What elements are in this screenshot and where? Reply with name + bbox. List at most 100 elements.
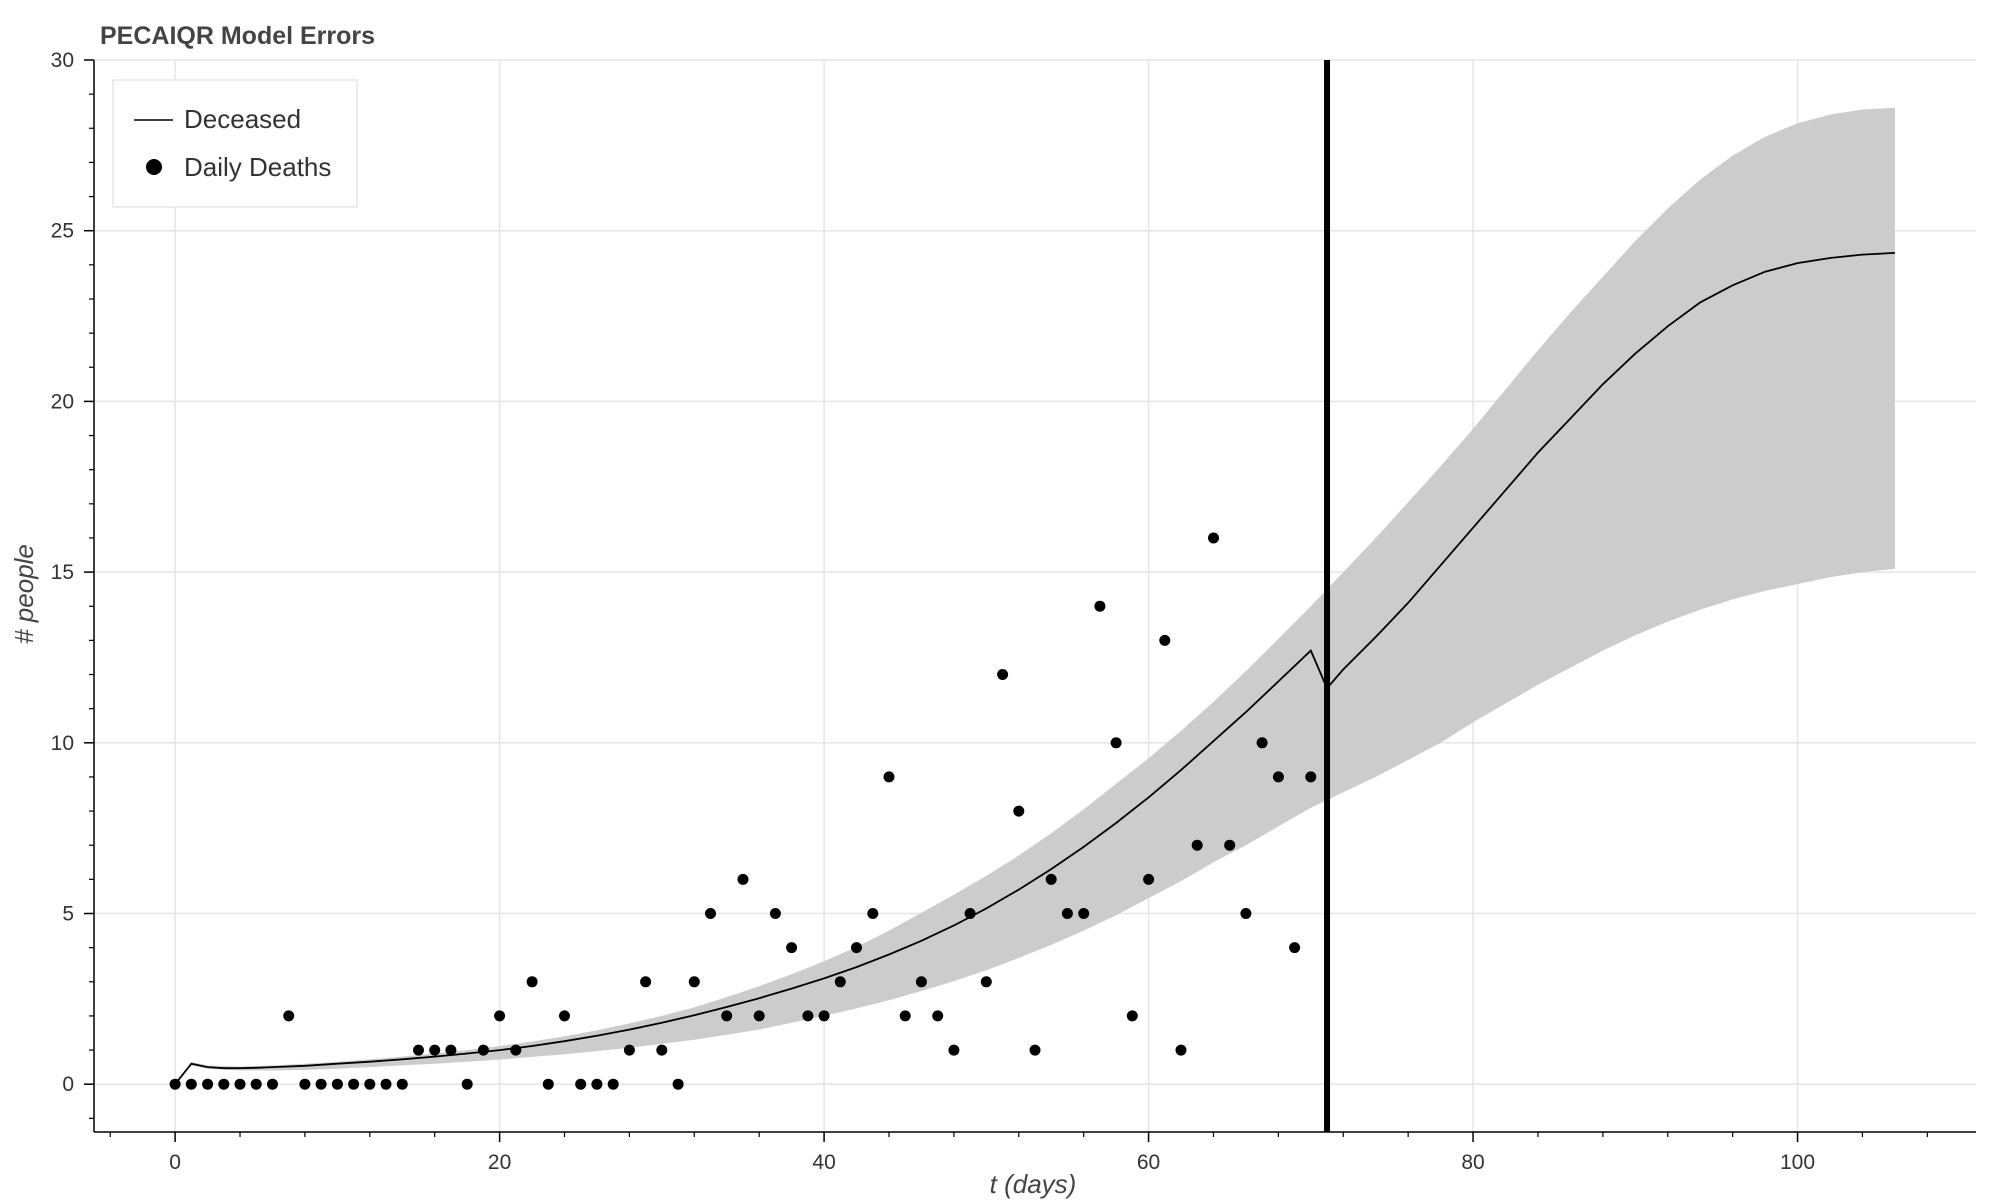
daily-death-point <box>185 1078 197 1090</box>
daily-death-point <box>802 1010 814 1022</box>
chart-title: PECAIQR Model Errors <box>100 22 375 50</box>
daily-death-point <box>1208 532 1219 544</box>
y-tick-label: 15 <box>51 561 74 584</box>
y-axis-label: # people <box>9 544 39 644</box>
axes <box>93 60 1976 1133</box>
legend-box <box>112 79 358 208</box>
y-tick-label: 5 <box>62 903 74 926</box>
tick-layer: 0 20 40 60 80 100 0 5 10 15 20 25 30 <box>51 49 1928 1174</box>
x-tick-label: 60 <box>1137 1151 1160 1174</box>
daily-death-point <box>1143 873 1155 885</box>
daily-death-point <box>964 908 976 919</box>
daily-death-point <box>705 908 716 919</box>
x-tick-label: 40 <box>812 1151 835 1174</box>
daily-death-point <box>883 771 895 783</box>
daily-death-point <box>1256 737 1268 749</box>
daily-death-point <box>769 908 781 919</box>
x-axis-label: t (days) <box>990 1169 1077 1199</box>
daily-death-point <box>559 1010 570 1022</box>
daily-death-point <box>834 976 846 988</box>
daily-death-point <box>623 1044 635 1056</box>
daily-death-point <box>1305 771 1317 783</box>
daily-death-point <box>1175 1044 1187 1056</box>
y-tick-label: 25 <box>51 220 74 243</box>
daily-death-point <box>1159 634 1171 646</box>
daily-death-point <box>169 1078 181 1090</box>
daily-death-point <box>526 976 538 988</box>
daily-death-point <box>396 1078 408 1090</box>
daily-deaths-points-layer <box>169 532 1317 1090</box>
daily-death-point <box>867 908 879 919</box>
daily-death-point <box>818 1010 830 1022</box>
daily-death-point <box>283 1010 295 1022</box>
daily-death-point <box>575 1078 587 1090</box>
daily-death-point <box>234 1078 246 1090</box>
daily-death-point <box>445 1044 457 1056</box>
daily-death-point <box>997 669 1009 680</box>
daily-death-point <box>607 1078 619 1090</box>
x-tick-label: 100 <box>1780 1151 1815 1174</box>
daily-death-point <box>331 1078 343 1090</box>
daily-death-point <box>786 942 798 954</box>
deceased-line <box>174 252 1895 1085</box>
legend-circle-swatch <box>146 159 162 175</box>
daily-death-point <box>1240 908 1252 919</box>
daily-death-point <box>1078 908 1090 919</box>
daily-death-point <box>364 1078 376 1090</box>
daily-death-point <box>640 976 652 988</box>
daily-death-point <box>656 1044 668 1056</box>
daily-death-point <box>948 1044 960 1056</box>
daily-death-point <box>737 873 749 885</box>
daily-death-point <box>980 976 992 988</box>
daily-death-point <box>380 1078 392 1090</box>
daily-death-point <box>688 976 700 988</box>
daily-death-point <box>348 1078 360 1090</box>
y-tick-label: 0 <box>62 1073 74 1096</box>
daily-death-point <box>1224 839 1236 851</box>
daily-death-point <box>932 1010 944 1022</box>
daily-death-point <box>477 1044 489 1056</box>
daily-death-point <box>542 1078 554 1090</box>
daily-death-point <box>1289 942 1301 954</box>
daily-death-point <box>1094 600 1106 612</box>
daily-death-point <box>250 1078 262 1090</box>
daily-death-point <box>202 1078 214 1090</box>
daily-death-point <box>494 1010 506 1022</box>
y-tick-label: 20 <box>51 390 74 413</box>
legend-label-daily-deaths: Daily Deaths <box>184 152 331 182</box>
error-band-layer <box>175 107 1895 1085</box>
daily-death-point <box>1272 771 1284 783</box>
daily-death-point <box>429 1044 441 1056</box>
y-tick-label: 30 <box>51 49 74 72</box>
daily-death-point <box>315 1078 327 1090</box>
daily-death-point <box>1126 1010 1138 1022</box>
legend: Deceased Daily Deaths <box>112 79 358 208</box>
daily-death-point <box>1110 737 1122 749</box>
daily-death-point <box>1029 1044 1041 1056</box>
daily-death-point <box>672 1078 684 1090</box>
daily-death-point <box>851 942 862 954</box>
daily-death-point <box>218 1078 230 1090</box>
x-tick-label: 0 <box>169 1151 181 1174</box>
daily-death-point <box>721 1010 733 1022</box>
y-tick-label: 10 <box>51 732 74 755</box>
daily-death-point <box>899 1010 911 1022</box>
daily-death-point <box>461 1078 473 1090</box>
daily-death-point <box>1045 873 1057 885</box>
daily-death-point <box>1061 908 1073 919</box>
daily-death-point <box>1013 805 1025 817</box>
x-tick-label: 80 <box>1461 1151 1484 1174</box>
daily-death-point <box>915 976 927 988</box>
deceased-line-layer <box>174 252 1895 1085</box>
daily-death-point <box>267 1078 278 1090</box>
daily-death-point <box>299 1078 311 1090</box>
daily-death-point <box>413 1044 424 1056</box>
error-band <box>175 107 1895 1085</box>
daily-death-point <box>591 1078 603 1090</box>
daily-death-point <box>1191 839 1203 851</box>
daily-death-point <box>510 1044 522 1056</box>
x-tick-label: 20 <box>488 1151 511 1174</box>
daily-death-point <box>753 1010 765 1022</box>
legend-label-deceased: Deceased <box>184 104 301 134</box>
